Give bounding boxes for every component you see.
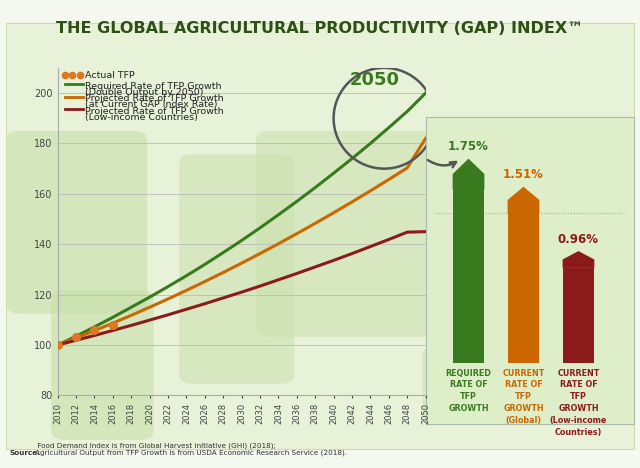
Polygon shape (563, 251, 595, 268)
Text: THE GLOBAL AGRICULTURAL PRODUCTIVITY (GAP) INDEX™: THE GLOBAL AGRICULTURAL PRODUCTIVITY (GA… (56, 21, 584, 36)
FancyBboxPatch shape (179, 154, 294, 384)
FancyBboxPatch shape (426, 117, 634, 424)
FancyBboxPatch shape (6, 23, 634, 449)
Text: Actual TFP: Actual TFP (85, 71, 135, 80)
Text: 1.75%: 1.75% (448, 140, 489, 154)
Polygon shape (508, 187, 540, 213)
Text: (Double Output by 2050): (Double Output by 2050) (85, 88, 204, 96)
Text: CURRENT
RATE OF
TFP
GROWTH
(Low-income
Countries): CURRENT RATE OF TFP GROWTH (Low-income C… (550, 369, 607, 437)
Bar (508, 213, 540, 363)
Text: (Low-income Countries): (Low-income Countries) (85, 113, 198, 122)
Text: REQUIRED
RATE OF
TFP
GROWTH: REQUIRED RATE OF TFP GROWTH (445, 369, 492, 413)
Text: Required Rate of TFP Growth: Required Rate of TFP Growth (85, 82, 221, 91)
Text: Projected Rate of TFP Growth: Projected Rate of TFP Growth (85, 107, 224, 116)
Text: 0.96%: 0.96% (558, 233, 599, 246)
Text: 1.51%: 1.51% (503, 168, 544, 182)
Text: Projected Rate of TFP Growth: Projected Rate of TFP Growth (85, 95, 224, 103)
Polygon shape (452, 159, 484, 190)
Text: Food Demand Index is from Global Harvest Initiative (GHI) (2018);
Agricultural O: Food Demand Index is from Global Harvest… (35, 442, 347, 456)
Bar (563, 268, 595, 363)
FancyBboxPatch shape (256, 131, 461, 337)
FancyBboxPatch shape (51, 290, 154, 440)
Text: 2050: 2050 (350, 72, 400, 89)
Text: (at Current GAP Index Rate): (at Current GAP Index Rate) (85, 100, 218, 109)
FancyBboxPatch shape (6, 131, 147, 314)
Bar (452, 190, 484, 363)
Text: Source:: Source: (10, 450, 40, 456)
Text: CURRENT
RATE OF
TFP
GROWTH
(Global): CURRENT RATE OF TFP GROWTH (Global) (502, 369, 545, 425)
FancyBboxPatch shape (422, 346, 512, 421)
